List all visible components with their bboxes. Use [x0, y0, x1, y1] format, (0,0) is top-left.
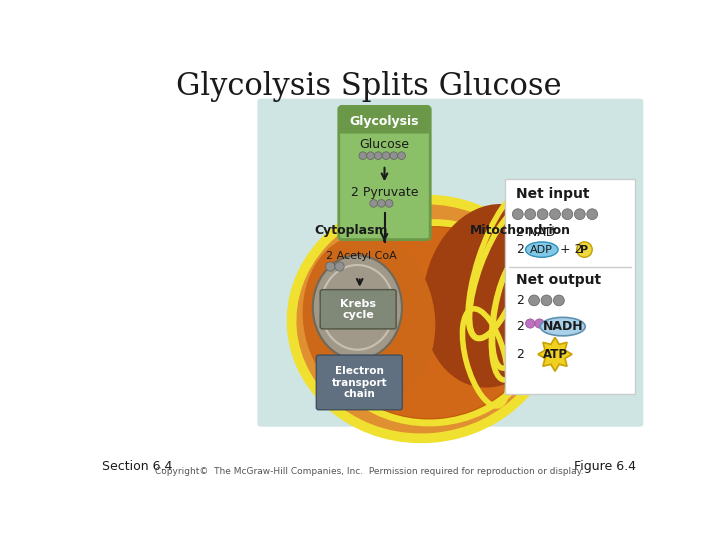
Text: Section 6.4: Section 6.4 [102, 460, 172, 473]
Text: Glycolysis Splits Glucose: Glycolysis Splits Glucose [176, 71, 562, 102]
Text: Figure 6.4: Figure 6.4 [575, 460, 636, 473]
FancyBboxPatch shape [258, 99, 644, 427]
Text: Copyright©  The McGraw-Hill Companies, Inc.  Permission required for reproductio: Copyright© The McGraw-Hill Companies, In… [155, 467, 583, 476]
Circle shape [554, 295, 564, 306]
Ellipse shape [423, 204, 564, 388]
Text: Mitochondrion: Mitochondrion [469, 224, 571, 237]
Text: ATP: ATP [542, 348, 567, 361]
Text: Electron
transport
chain: Electron transport chain [332, 366, 387, 400]
Circle shape [390, 152, 397, 159]
Text: 2 Pyruvate: 2 Pyruvate [351, 186, 418, 199]
Circle shape [513, 209, 523, 220]
Circle shape [537, 209, 548, 220]
Ellipse shape [312, 255, 402, 359]
Text: Net input: Net input [516, 187, 590, 201]
Text: P: P [580, 245, 588, 254]
Text: 2 NAD: 2 NAD [516, 226, 556, 239]
FancyBboxPatch shape [505, 179, 635, 394]
Circle shape [397, 152, 405, 159]
Circle shape [335, 262, 344, 271]
Text: 2 Acetyl CoA: 2 Acetyl CoA [326, 251, 397, 261]
Text: + 2: + 2 [560, 243, 583, 256]
Circle shape [385, 200, 393, 207]
Circle shape [374, 152, 382, 159]
Circle shape [575, 209, 585, 220]
Text: Cytoplasm: Cytoplasm [315, 224, 388, 237]
Circle shape [562, 209, 573, 220]
Text: Glycolysis: Glycolysis [350, 114, 419, 127]
Text: Net output: Net output [516, 273, 601, 287]
Ellipse shape [323, 227, 539, 418]
FancyBboxPatch shape [320, 289, 396, 329]
Polygon shape [538, 338, 572, 372]
Text: +: + [548, 225, 556, 234]
Circle shape [526, 319, 535, 328]
Ellipse shape [292, 199, 555, 438]
Ellipse shape [319, 222, 544, 423]
Text: NADH: NADH [542, 320, 583, 333]
Text: Krebs
cycle: Krebs cycle [340, 299, 376, 320]
Ellipse shape [302, 234, 436, 403]
Text: 2: 2 [516, 348, 524, 361]
Circle shape [377, 200, 385, 207]
Circle shape [359, 152, 366, 159]
Text: ADP: ADP [531, 245, 553, 254]
Circle shape [535, 319, 544, 328]
Text: 2: 2 [516, 243, 524, 256]
Text: Glucose: Glucose [359, 138, 410, 151]
Text: 2: 2 [516, 320, 524, 333]
Circle shape [382, 152, 390, 159]
FancyBboxPatch shape [339, 106, 431, 240]
Ellipse shape [540, 318, 585, 336]
Ellipse shape [526, 242, 558, 257]
Circle shape [528, 295, 539, 306]
FancyBboxPatch shape [316, 355, 402, 410]
Circle shape [525, 209, 536, 220]
Circle shape [549, 209, 560, 220]
Circle shape [366, 152, 374, 159]
Text: 2: 2 [516, 294, 524, 307]
Circle shape [541, 295, 552, 306]
FancyBboxPatch shape [341, 108, 428, 132]
Circle shape [577, 242, 593, 257]
Circle shape [370, 200, 377, 207]
Circle shape [325, 262, 335, 271]
Circle shape [587, 209, 598, 220]
